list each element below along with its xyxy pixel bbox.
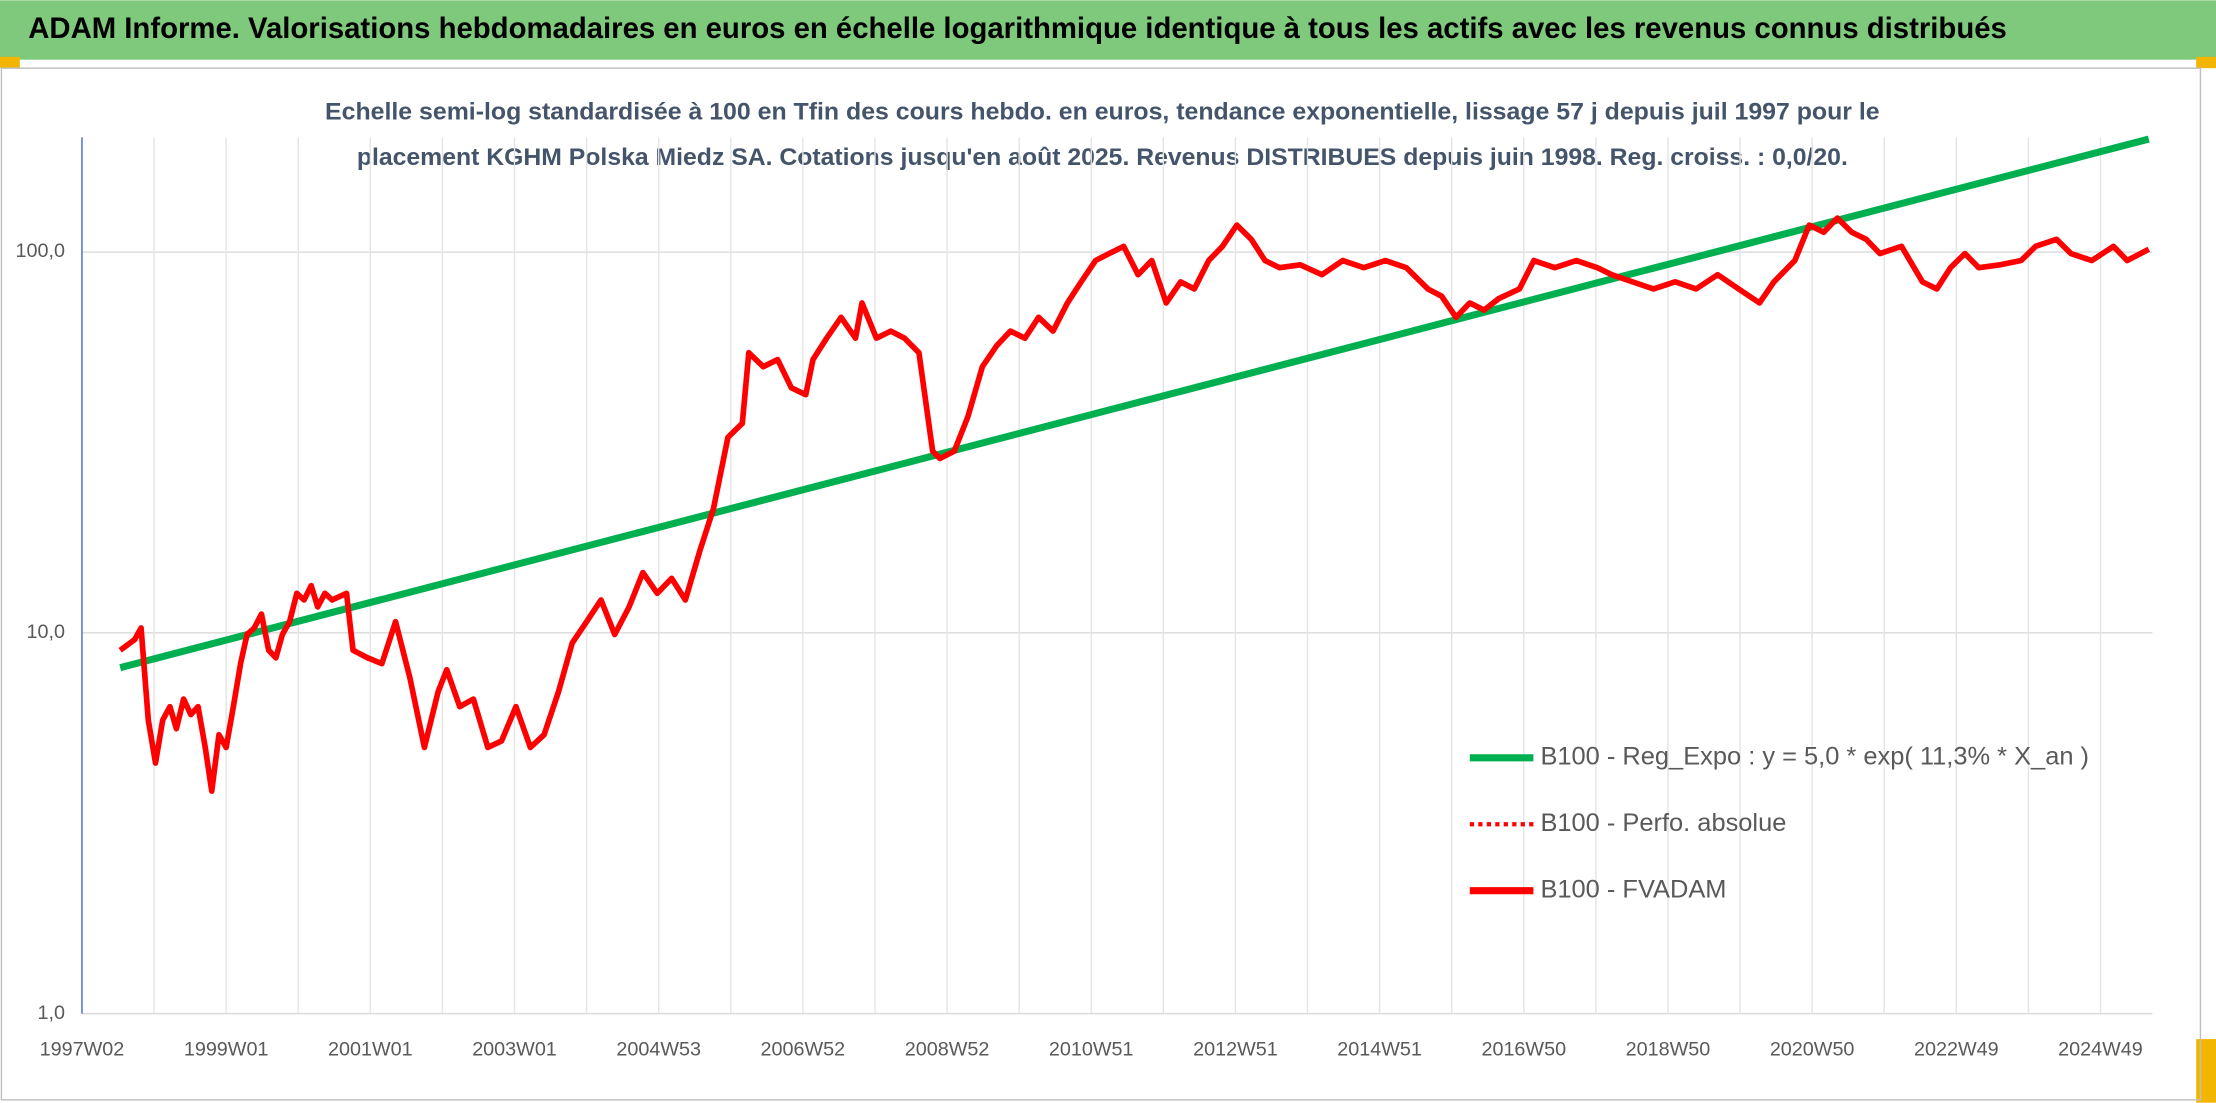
corner <box>2196 1039 2216 1103</box>
page-title: ADAM Informe. Valorisations hebdomadaire… <box>28 12 2007 45</box>
plot-frame <box>0 67 2202 1101</box>
legend-label: B100 - Reg_Expo : y = 5,0 * exp( 11,3% *… <box>1540 743 2089 771</box>
title-bar <box>0 0 2216 60</box>
x-tick-label: 2003W01 <box>472 1039 557 1061</box>
x-tick-label: 2018W50 <box>1626 1039 1711 1061</box>
x-tick-label: 1999W01 <box>184 1039 269 1061</box>
x-tick-label: 2014W51 <box>1337 1039 1422 1061</box>
chart-subtitle: placement KGHM Polska Miedz SA. Cotation… <box>357 144 1848 171</box>
y-tick-label: 100,0 <box>16 240 65 262</box>
legend-label: B100 - FVADAM <box>1540 875 1726 903</box>
x-tick-label: 2022W49 <box>1914 1039 1999 1061</box>
x-tick-label: 2008W52 <box>905 1039 990 1061</box>
x-tick-label: 2020W50 <box>1770 1039 1855 1061</box>
legend-label: B100 - Perfo. absolue <box>1540 809 1786 837</box>
corner <box>2196 56 2216 69</box>
x-tick-label: 2001W01 <box>328 1039 413 1061</box>
y-tick-label: 10,0 <box>27 621 65 643</box>
x-tick-label: 2010W51 <box>1049 1039 1134 1061</box>
x-tick-label: 2006W52 <box>761 1039 846 1061</box>
x-tick-label: 2004W53 <box>616 1039 701 1061</box>
x-tick-label: 2024W49 <box>2058 1039 2143 1061</box>
chart-subtitle: Echelle semi-log standardisée à 100 en T… <box>325 99 1880 126</box>
series-line <box>118 215 2151 794</box>
y-tick-label: 1,0 <box>38 1002 65 1024</box>
x-tick-label: 2016W50 <box>1481 1039 1566 1061</box>
x-tick-label: 1997W02 <box>40 1039 125 1061</box>
corner <box>0 56 20 69</box>
x-tick-label: 2012W51 <box>1193 1039 1278 1061</box>
